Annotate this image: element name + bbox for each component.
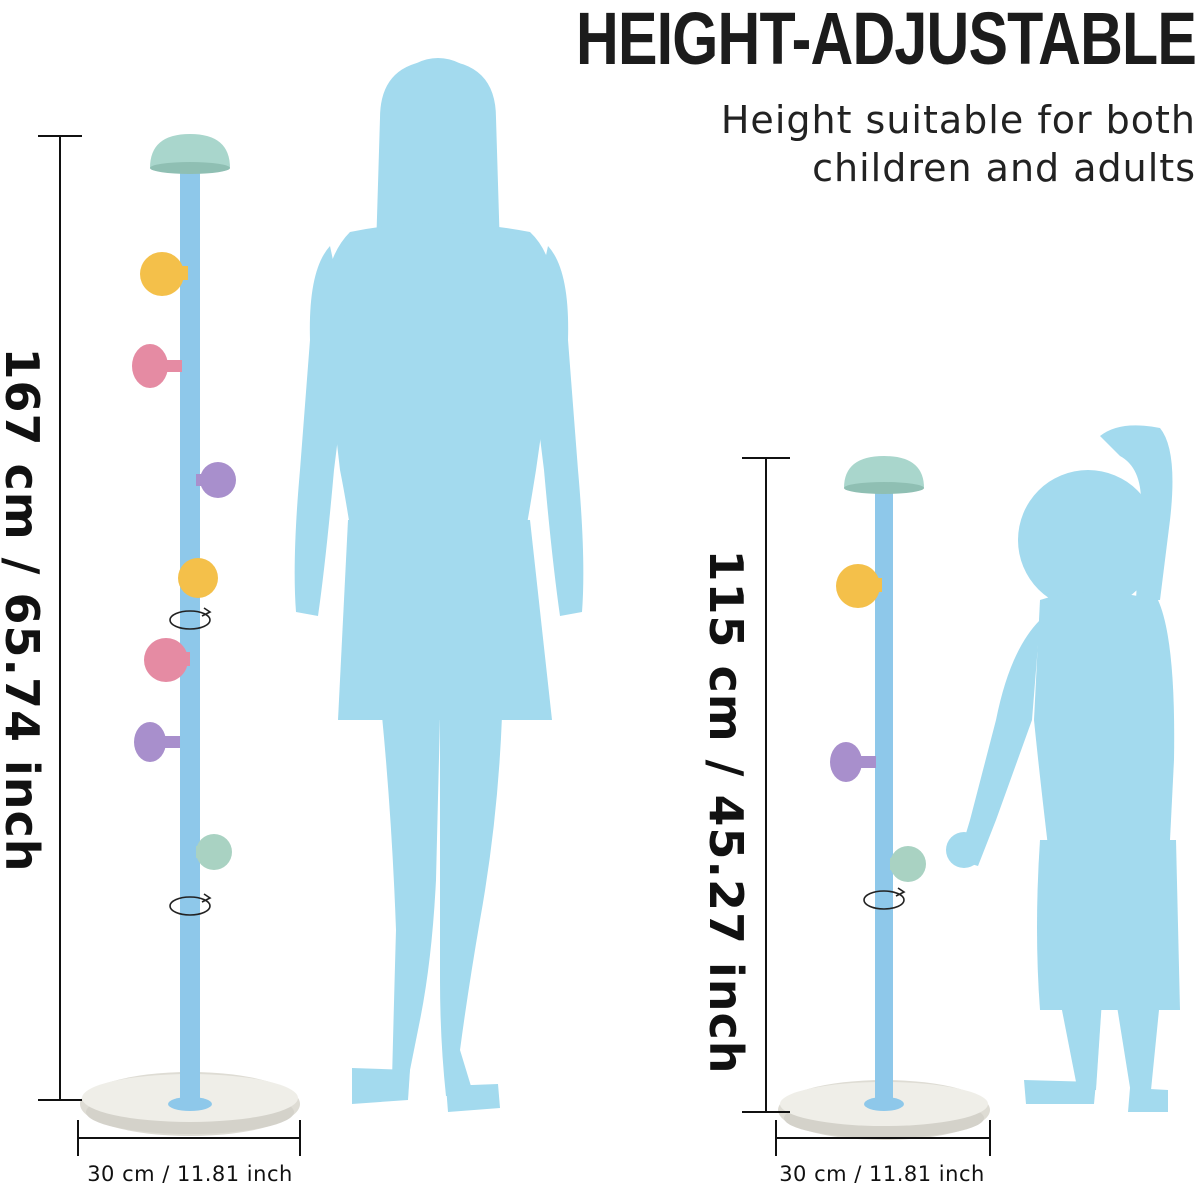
- tall-stand-hook-purple-1: [196, 462, 236, 498]
- tall-stand-hook-pink-2: [144, 638, 190, 682]
- headline: HEIGHT-ADJUSTABLE: [575, 0, 1197, 80]
- tall-height-dimension: [38, 135, 82, 1101]
- tall-stand-cap: [150, 134, 230, 168]
- short-stand-hook-purple: [830, 742, 876, 782]
- tall-stand-hook-mint: [196, 834, 232, 870]
- subline-line-2: children and adults: [812, 146, 1196, 190]
- rotation-arrow-icon: [169, 893, 212, 916]
- tall-base-dimension: [77, 1120, 301, 1156]
- short-stand: [742, 456, 991, 1156]
- short-stand-hook-mint: [890, 846, 926, 882]
- tall-stand-hook-pink-1: [132, 344, 182, 388]
- rotation-arrow-icon: [169, 607, 212, 630]
- short-base-label: 30 cm / 11.81 inch: [779, 1162, 985, 1186]
- tall-stand-hook-yellow-2: [178, 558, 218, 598]
- adult-silhouette: [294, 58, 584, 1112]
- short-stand-cap: [844, 456, 924, 488]
- subline: Height suitable for both children and ad…: [721, 96, 1196, 192]
- short-base-dimension: [775, 1120, 991, 1156]
- child-silhouette: [946, 425, 1180, 1112]
- short-stand-pole: [875, 488, 893, 1104]
- rotation-arrow-icon: [863, 887, 906, 910]
- tall-stand-hook-purple-2: [134, 722, 180, 762]
- short-height-dimension: [742, 457, 790, 1113]
- tall-stand-pole: [180, 168, 200, 1104]
- short-height-label: 115 cm / 45.27 inch: [699, 549, 753, 1075]
- tall-height-label: 167 cm / 65.74 inch: [0, 347, 49, 873]
- subline-line-1: Height suitable for both: [720, 98, 1196, 142]
- tall-base-label: 30 cm / 11.81 inch: [87, 1162, 293, 1186]
- tall-stand-hook-yellow-1: [140, 252, 188, 296]
- tall-stand: [38, 134, 301, 1156]
- short-stand-hook-yellow: [836, 564, 882, 608]
